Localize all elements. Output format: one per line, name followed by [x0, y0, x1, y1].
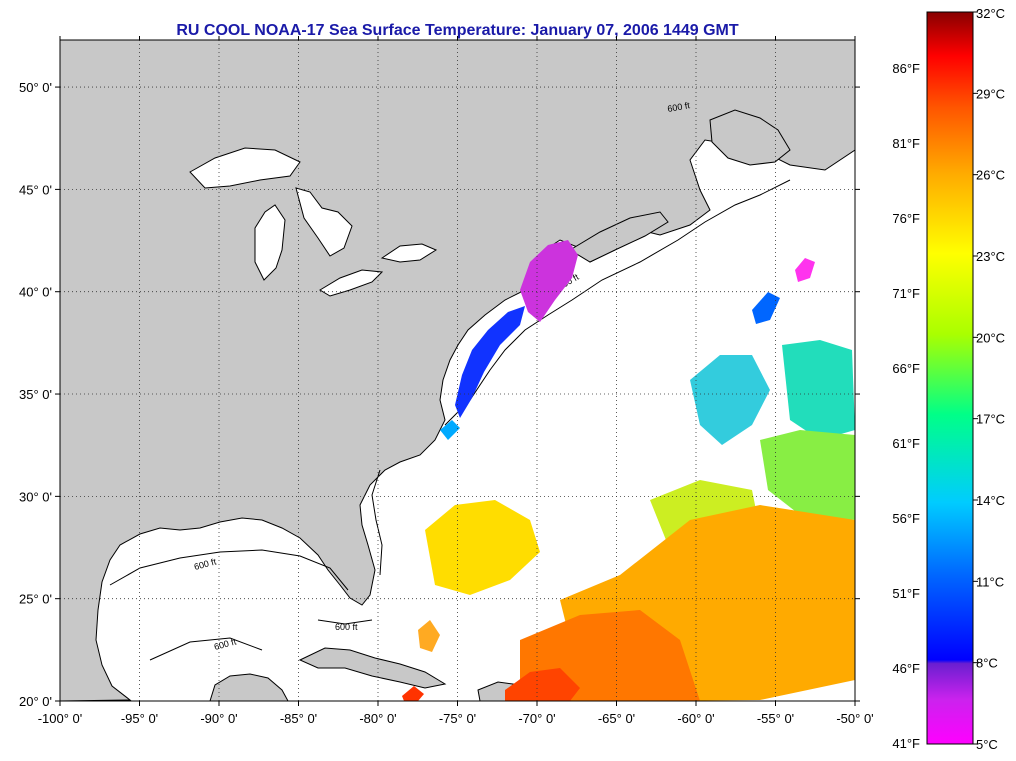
colorbar-fahrenheit-label: 71°F	[892, 286, 920, 301]
x-tick-label: -60° 0'	[677, 711, 714, 726]
y-tick-label: 20° 0'	[19, 694, 52, 709]
sst-patch-offshore-cyan	[690, 355, 770, 445]
colorbar-fahrenheit-label: 56°F	[892, 511, 920, 526]
colorbar-celsius-label: 26°C	[976, 168, 1005, 183]
sst-patch-bahamas-yellow	[425, 500, 540, 595]
sst-patch-gulf-of-maine	[520, 240, 578, 322]
colorbar-fahrenheit-labels: 86°F 81°F 76°F 71°F 66°F 61°F 56°F 51°F 46°F 41°F	[892, 61, 920, 751]
colorbar-fahrenheit-label: 66°F	[892, 361, 920, 376]
land-yucatan	[209, 673, 289, 701]
colorbar-celsius-labels: 32°C 29°C 26°C 23°C 20°C 17°C 14°C 11°C 8°C 5°C	[973, 6, 1005, 752]
x-tick-label: -55° 0'	[757, 711, 794, 726]
sst-patch-bahamas-orange	[418, 620, 440, 652]
x-tick-label: -70° 0'	[518, 711, 555, 726]
colorbar-celsius-label: 11°C	[976, 574, 1004, 589]
sst-patch-offshore-green	[760, 430, 855, 520]
sst-patch-shelf-blue	[455, 306, 525, 418]
y-tick-label: 35° 0'	[19, 387, 52, 402]
colorbar-celsius-label: 17°C	[976, 412, 1005, 427]
y-tick-label: 50° 0'	[19, 80, 52, 95]
isobath-lines	[109, 179, 791, 661]
x-tick-label: -80° 0'	[359, 711, 396, 726]
sst-patch-shelf-cyan	[440, 420, 460, 440]
y-tick-label: 30° 0'	[19, 489, 52, 504]
x-tick-label: -90° 0'	[200, 711, 237, 726]
colorbar-celsius-label: 14°C	[976, 493, 1005, 508]
isobath-label: 600 ft	[335, 622, 358, 632]
sst-data	[402, 240, 855, 701]
map-gridlines	[60, 40, 855, 701]
colorbar-fahrenheit-label: 61°F	[892, 436, 920, 451]
x-tick-label: -100° 0'	[38, 711, 83, 726]
sst-patch-offshore-blue	[752, 292, 780, 324]
isobath-label: 600 ft	[667, 100, 691, 114]
x-tick-label: -85° 0'	[280, 711, 317, 726]
colorbar-celsius-label: 8°C	[976, 656, 998, 671]
sst-patch-offshore-teal	[782, 340, 855, 440]
x-axis-ticks: -100° 0' -95° 0' -90° 0' -85° 0' -80° 0' -75°…	[38, 36, 874, 726]
x-tick-label: -95° 0'	[121, 711, 158, 726]
land-cuba	[298, 647, 447, 689]
sst-patch-maine-magenta	[795, 258, 815, 282]
y-axis-ticks: 20° 0' 25° 0' 30° 0' 35° 0' 40° 0' 45° 0' 50° …	[19, 80, 860, 709]
colorbar-fahrenheit-label: 46°F	[892, 661, 920, 676]
y-tick-label: 40° 0'	[19, 285, 52, 300]
sst-patch-caribbean-red	[402, 686, 424, 701]
y-tick-label: 45° 0'	[19, 182, 52, 197]
map-title: RU COOL NOAA-17 Sea Surface Temperature:…	[176, 22, 739, 39]
colorbar-celsius-label: 20°C	[976, 330, 1005, 345]
land-north-america	[60, 40, 855, 701]
land-nova-scotia	[569, 211, 669, 263]
great-lakes	[189, 147, 438, 297]
colorbar	[926, 11, 974, 745]
land-newfoundland	[709, 109, 791, 166]
sst-patch-atlantic-red-orange	[505, 668, 580, 701]
colorbar-celsius-label: 29°C	[976, 86, 1005, 101]
x-tick-label: -65° 0'	[598, 711, 635, 726]
colorbar-fahrenheit-label: 81°F	[892, 136, 920, 151]
x-tick-label: -50° 0'	[836, 711, 873, 726]
colorbar-celsius-label: 32°C	[976, 6, 1005, 21]
colorbar-celsius-label: 5°C	[976, 737, 998, 752]
x-tick-label: -75° 0'	[439, 711, 476, 726]
colorbar-fahrenheit-label: 86°F	[892, 61, 920, 76]
colorbar-fahrenheit-label: 51°F	[892, 586, 920, 601]
colorbar-celsius-label: 23°C	[976, 249, 1005, 264]
y-tick-label: 25° 0'	[19, 592, 52, 607]
colorbar-fahrenheit-label: 76°F	[892, 211, 920, 226]
colorbar-fahrenheit-label: 41°F	[892, 736, 920, 751]
